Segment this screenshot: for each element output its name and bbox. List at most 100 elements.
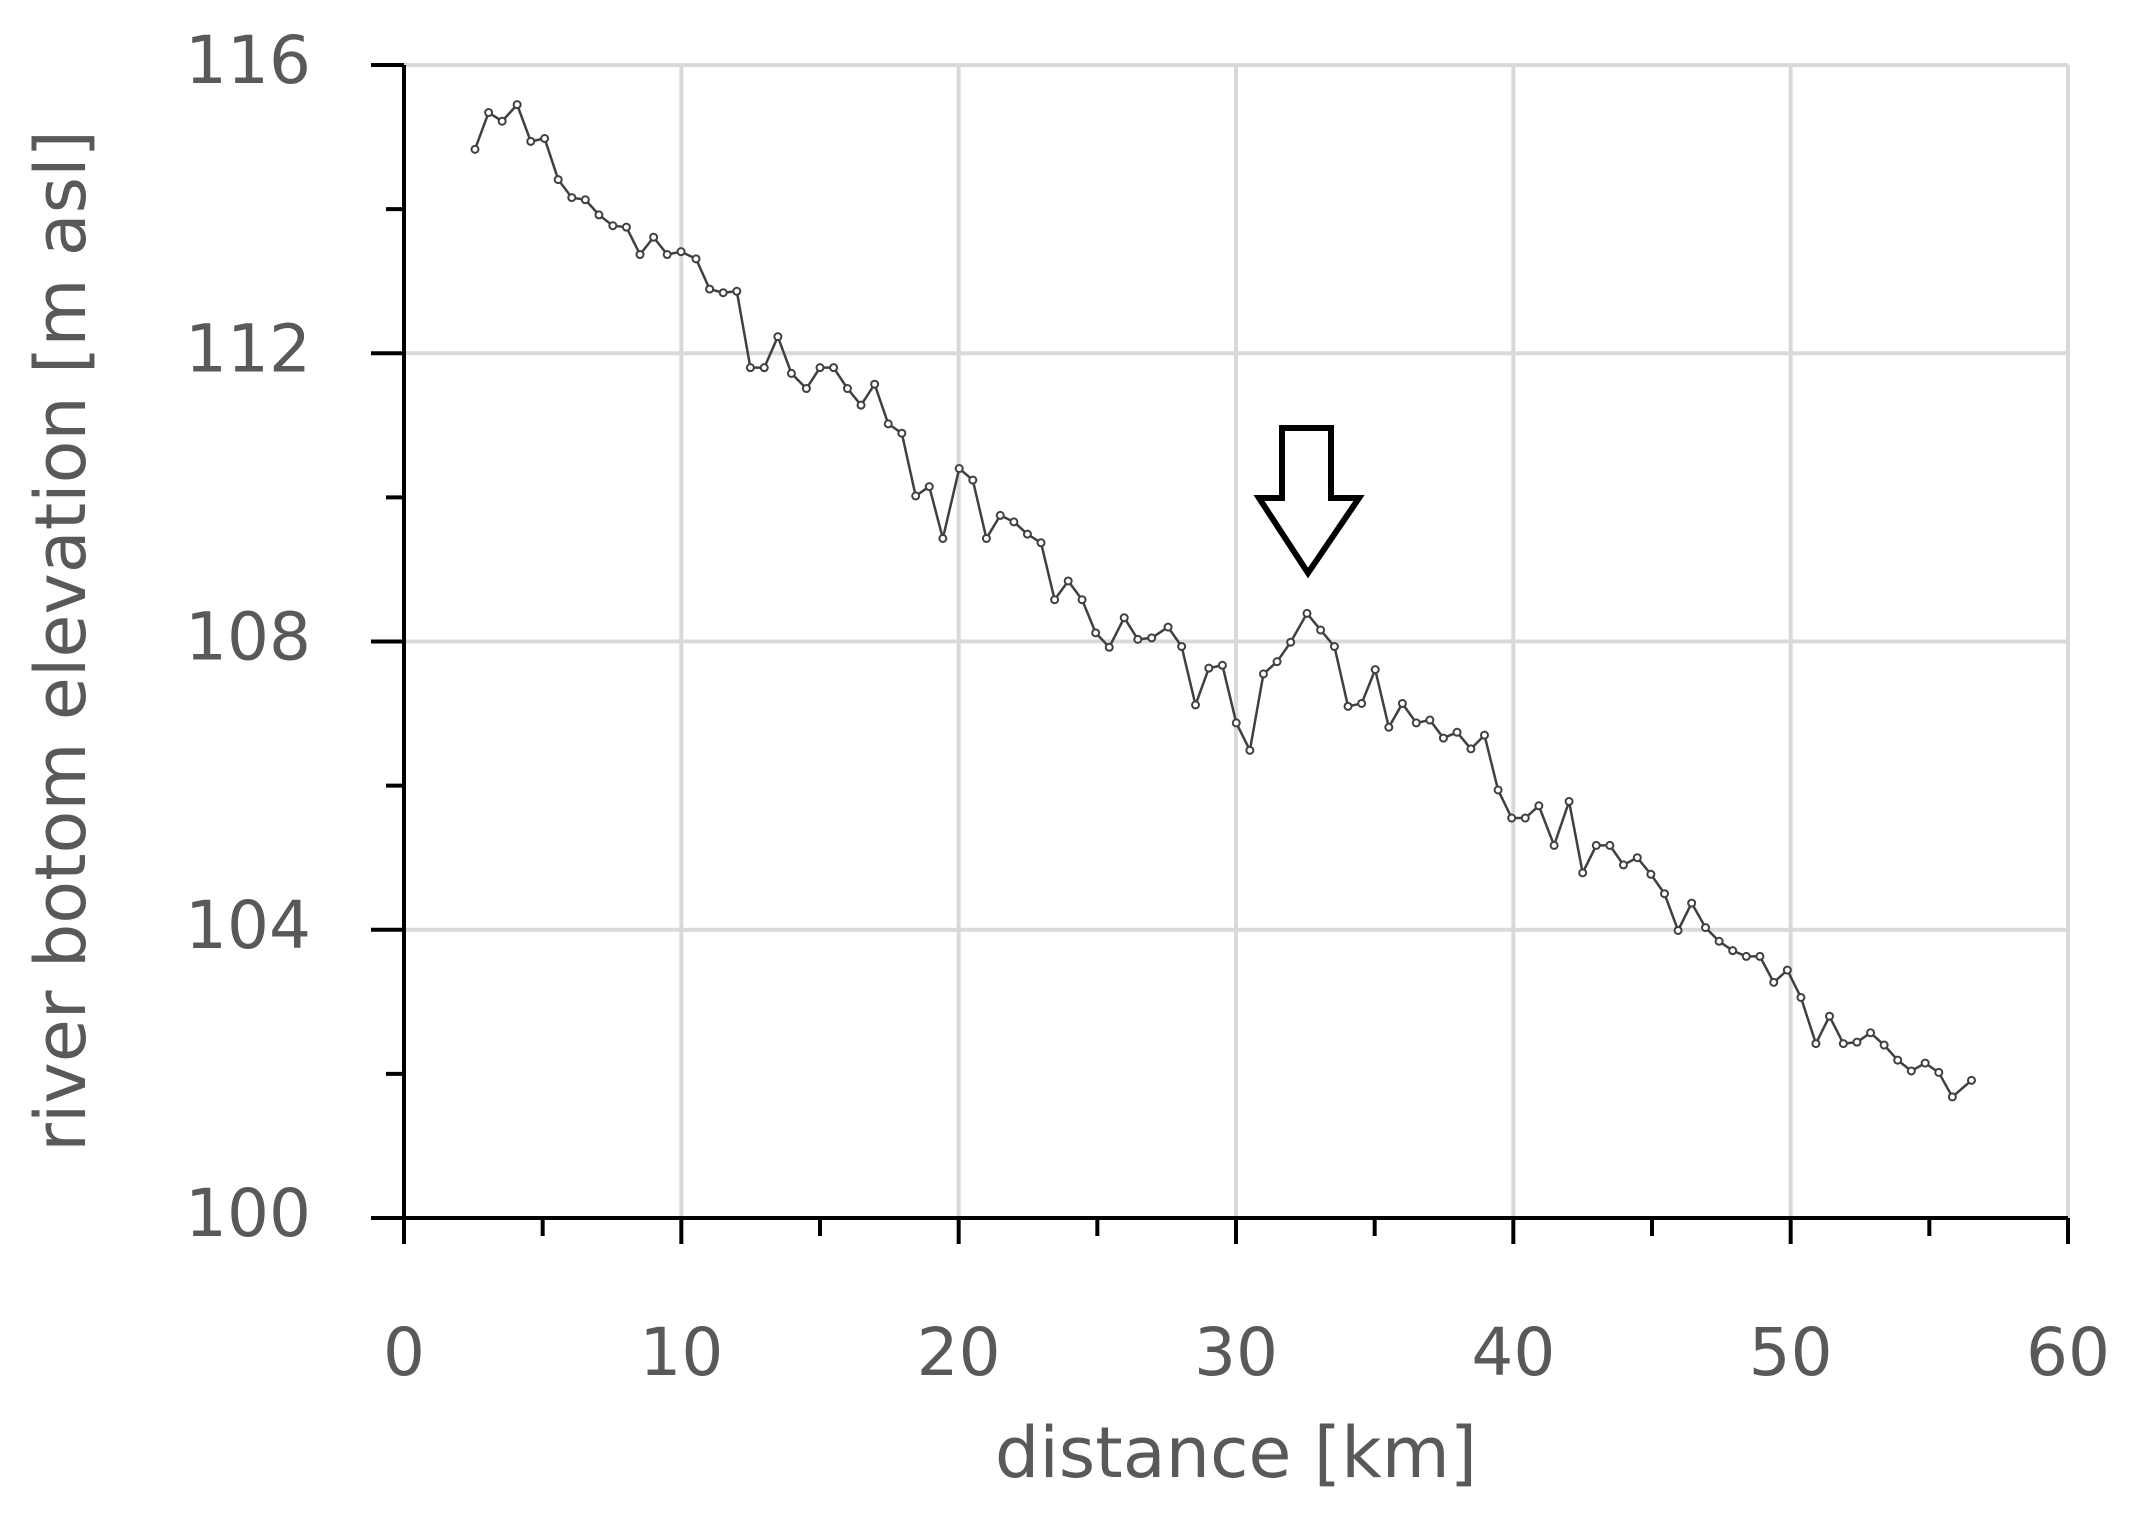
data-point: [897, 428, 907, 438]
data-point: [1493, 785, 1503, 795]
data-point: [567, 193, 577, 203]
data-point: [856, 400, 866, 410]
data-point: [553, 175, 563, 185]
y-tick-label: 116: [185, 22, 311, 99]
data-point: [801, 384, 811, 394]
x-tick-label: 0: [383, 1314, 425, 1391]
data-point: [1920, 1058, 1930, 1068]
data-point: [1063, 576, 1073, 586]
data-point: [1397, 698, 1407, 708]
data-point: [1824, 1011, 1834, 1021]
data-point: [1728, 946, 1738, 956]
data-point: [1217, 660, 1227, 670]
data-point: [1133, 634, 1143, 644]
data-point: [1769, 977, 1779, 987]
data-point: [1782, 965, 1792, 975]
data-point: [968, 475, 978, 485]
x-tick-label: 20: [917, 1314, 1001, 1391]
data-point: [1452, 727, 1462, 737]
data-point: [1838, 1039, 1848, 1049]
data-point: [1050, 595, 1060, 605]
data-point: [759, 363, 769, 373]
data-point: [1906, 1066, 1916, 1076]
data-point: [1077, 595, 1087, 605]
data-point: [1302, 608, 1312, 618]
annotation-arrow: [1253, 425, 1365, 579]
data-point: [911, 491, 921, 501]
data-point: [718, 288, 728, 298]
data-point: [1438, 733, 1448, 743]
data-point: [1934, 1067, 1944, 1077]
data-point: [608, 221, 618, 231]
data-point: [1578, 868, 1588, 878]
data-point: [842, 384, 852, 394]
data-point: [938, 533, 948, 543]
data-point: [1104, 642, 1114, 652]
y-tick-label: 112: [185, 310, 311, 387]
data-point: [1605, 840, 1615, 850]
data-point: [1119, 613, 1129, 623]
x-tick-label: 50: [1749, 1314, 1833, 1391]
data-point: [1811, 1039, 1821, 1049]
data-point: [1618, 860, 1628, 870]
x-tick-label: 40: [1471, 1314, 1555, 1391]
data-point: [870, 379, 880, 389]
data-point: [621, 222, 631, 232]
data-point: [883, 419, 893, 429]
data-point: [1714, 936, 1724, 946]
data-point: [1245, 745, 1255, 755]
data-point: [1204, 663, 1214, 673]
data-point: [1507, 813, 1517, 823]
data-point: [1549, 840, 1559, 850]
data-point: [580, 195, 590, 205]
y-axis-label: river botom elevation [m asl]: [20, 130, 102, 1152]
data-point: [526, 136, 536, 146]
data-point: [1036, 538, 1046, 548]
data-line: [473, 102, 1973, 1099]
data-point: [1357, 698, 1367, 708]
data-point: [1231, 718, 1241, 728]
data-point: [1343, 701, 1353, 711]
data-point: [470, 144, 480, 154]
data-point: [1370, 665, 1380, 675]
data-point: [649, 232, 659, 242]
data-point: [981, 533, 991, 543]
x-axis-label: distance [km]: [995, 1412, 1477, 1494]
data-point: [1646, 869, 1656, 879]
data-point: [995, 510, 1005, 520]
data-point: [1741, 951, 1751, 961]
data-point: [1329, 642, 1339, 652]
data-point: [1009, 517, 1019, 527]
y-tick-label: 104: [185, 887, 311, 964]
data-point: [1966, 1075, 1976, 1085]
data-point: [1479, 730, 1489, 740]
data-point: [1796, 992, 1806, 1002]
data-point: [540, 134, 550, 144]
data-point: [1163, 622, 1173, 632]
data-point: [786, 368, 796, 378]
data-point: [594, 210, 604, 220]
data-point: [1022, 529, 1032, 539]
data-point: [635, 250, 645, 260]
data-point: [1673, 925, 1683, 935]
data-point: [1191, 700, 1201, 710]
data-point: [1091, 628, 1101, 638]
data-point: [1411, 718, 1421, 728]
data-point: [676, 247, 686, 257]
data-point: [1659, 889, 1669, 899]
data-point: [1687, 898, 1697, 908]
data-point: [1384, 722, 1394, 732]
data-point: [484, 108, 494, 118]
data-point: [1632, 853, 1642, 863]
data-point: [1425, 715, 1435, 725]
axes: 100 104 108 112 116 0 10 20 30 40 50 60: [185, 22, 2110, 1391]
x-tick-label: 60: [2026, 1314, 2110, 1391]
data-point: [745, 363, 755, 373]
data-point: [691, 254, 701, 264]
data-point: [1591, 840, 1601, 850]
data-point: [1564, 796, 1574, 806]
data-point: [732, 286, 742, 296]
data-point: [1852, 1037, 1862, 1047]
data-point: [1879, 1040, 1889, 1050]
